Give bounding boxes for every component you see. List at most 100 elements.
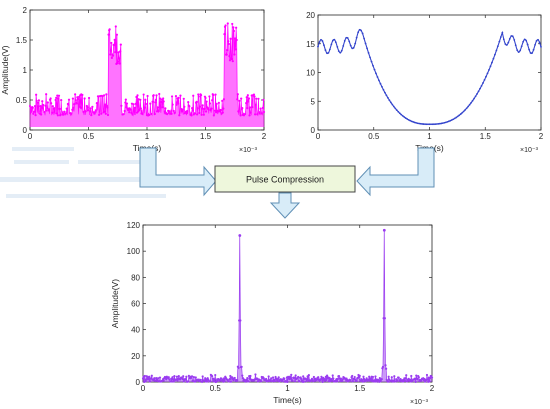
received-signal-point: [90, 114, 93, 117]
reference-signal-point: [517, 51, 520, 54]
x-exponent-label: ×10⁻³: [410, 399, 429, 406]
received-signal-point: [177, 102, 180, 105]
received-signal-point: [79, 106, 82, 109]
received-signal-point: [239, 114, 242, 117]
compressed-output-point: [271, 376, 275, 379]
received-signal-point: [129, 108, 132, 111]
received-signal-point: [109, 53, 112, 56]
received-signal-point: [47, 108, 51, 111]
received-signal-point: [75, 102, 78, 105]
received-signal-point: [173, 111, 176, 114]
compressed-output-point: [283, 377, 286, 380]
received-signal-point: [74, 99, 77, 102]
received-signal-point: [191, 106, 194, 110]
received-signal-point: [108, 28, 111, 31]
received-signal-point: [162, 100, 165, 103]
compressed-output-point: [362, 375, 365, 378]
reference-signal-point: [401, 114, 404, 117]
received-signal-point: [211, 99, 214, 102]
compressed-output-chart: 0 0.5 1 1.5 2020406080100120Time(s)Amplitude…: [110, 221, 435, 406]
compressed-output-point: [374, 380, 378, 383]
received-signal-point: [43, 110, 46, 114]
compressed-output-point: [214, 373, 217, 377]
reference-signal-point: [444, 121, 447, 124]
received-signal-point: [261, 106, 264, 109]
received-signal-point: [101, 95, 104, 98]
received-signal-point: [44, 104, 47, 107]
compressed-output-point: [165, 378, 168, 381]
compressed-output-point: [385, 367, 388, 370]
reference-signal-point: [462, 110, 465, 113]
compressed-output-point: [209, 380, 212, 383]
y-tick-label: 1.5: [16, 36, 28, 45]
reference-signal-point: [367, 52, 370, 54]
flow-arrows: [139, 147, 435, 219]
reference-signal-point: [494, 53, 496, 56]
received-signal-point: [221, 111, 224, 114]
received-signal-point: [198, 111, 201, 115]
compressed-output-point: [227, 380, 230, 383]
received-signal-point: [111, 54, 115, 57]
arrow-from-reference: [356, 147, 435, 197]
received-signal-point: [235, 26, 238, 29]
reference-signal-point: [434, 123, 437, 126]
reference-signal-point: [386, 96, 389, 99]
reference-signal-point: [431, 123, 434, 126]
received-signal-point: [174, 95, 178, 98]
received-signal-point: [243, 112, 247, 116]
received-signal-point: [37, 99, 41, 102]
compressed-output-point: [260, 380, 263, 383]
received-signal-point: [130, 111, 133, 114]
reference-signal-point: [455, 116, 458, 119]
received-signal-point: [123, 109, 126, 113]
reference-signal-point: [375, 72, 377, 75]
reference-signal-point: [395, 109, 398, 112]
received-signal-point: [45, 93, 48, 96]
received-signal-point: [67, 98, 71, 101]
compressed-output-point: [416, 378, 419, 381]
reference-signal-point: [409, 119, 412, 122]
compressed-output-point: [398, 379, 401, 382]
received-signal-point: [175, 103, 178, 106]
compressed-output-point: [267, 375, 270, 378]
received-signal-point: [221, 99, 224, 102]
compressed-output-point: [294, 374, 297, 377]
received-signal-point: [124, 98, 127, 101]
received-signal-point: [135, 95, 138, 99]
compressed-output-point: [371, 375, 375, 379]
y-axis-label: Amplitude(V): [0, 45, 10, 94]
received-signal-point: [217, 101, 220, 104]
reference-signal-point: [489, 65, 492, 68]
received-signal-point: [86, 109, 90, 112]
received-signal-point: [198, 105, 202, 108]
compressed-output-point: [212, 380, 216, 383]
received-signal-point: [58, 114, 62, 117]
x-tick-label: 1: [145, 132, 150, 141]
received-signal-point: [205, 100, 208, 103]
received-signal-point: [57, 94, 61, 97]
received-signal-point: [234, 48, 237, 51]
compressed-output-point: [351, 374, 354, 378]
received-signal-point: [94, 109, 97, 112]
compressed-output-point: [383, 317, 386, 320]
received-signal-point: [190, 114, 193, 117]
reference-signal-point: [324, 49, 327, 51]
compressed-output-point: [170, 380, 173, 383]
received-signal-point: [46, 101, 49, 104]
received-signal-point: [208, 95, 211, 98]
received-signal-point: [70, 112, 73, 115]
compressed-output-point: [404, 377, 407, 380]
received-signal-point: [103, 110, 106, 113]
reference-signal-point: [525, 39, 528, 42]
compressed-output-point: [320, 375, 323, 378]
x-exponent-label: ×10⁻³: [239, 147, 258, 154]
reference-signal-point: [474, 95, 477, 98]
reference-signal-chart: 00.511.5205101520Time(s)×10⁻³: [306, 11, 544, 154]
reference-signal-point: [354, 42, 357, 45]
compressed-output-point: [148, 380, 152, 383]
received-signal-point: [115, 33, 119, 36]
compressed-output-point: [315, 378, 319, 381]
received-signal-point: [158, 92, 161, 96]
reference-signal-point: [427, 123, 429, 126]
received-signal-point: [159, 97, 162, 100]
